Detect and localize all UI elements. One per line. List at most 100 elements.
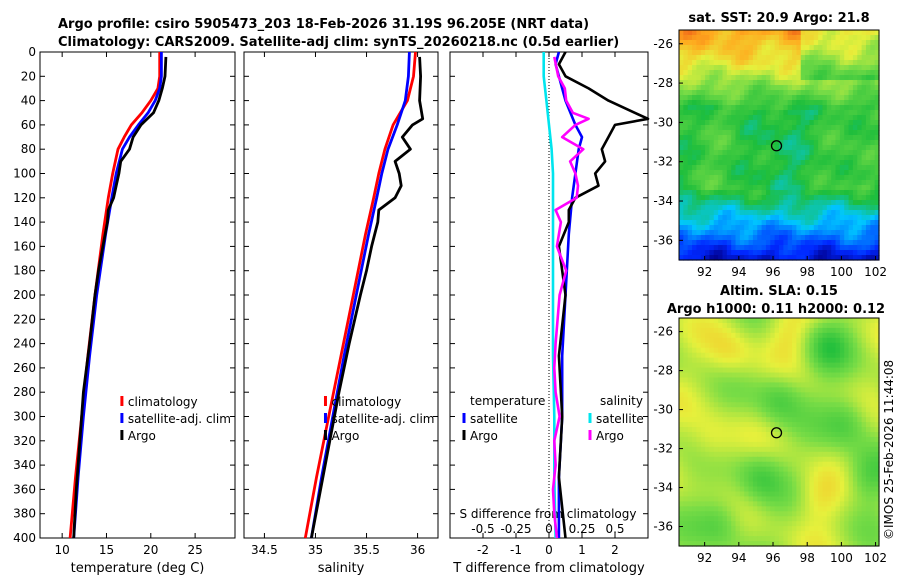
sst-cell <box>783 170 789 176</box>
sla-cell <box>718 476 724 483</box>
sla-cell <box>726 432 732 438</box>
sla-cell <box>813 387 819 393</box>
sst-cell <box>800 200 806 206</box>
sst-cell <box>700 55 706 61</box>
sst-cell <box>839 125 845 131</box>
sst-cell <box>700 70 706 76</box>
sst-cell <box>796 90 802 96</box>
sla-cell <box>870 352 876 359</box>
sst-cell <box>844 135 850 141</box>
sst-cell <box>709 180 715 186</box>
sst-cell <box>731 125 737 131</box>
sst-cell <box>700 195 706 201</box>
sst-cell <box>765 65 771 71</box>
sst-cell <box>813 215 819 221</box>
sla-cell <box>722 327 728 334</box>
sst-cell <box>744 180 750 186</box>
sst-cell <box>679 160 684 166</box>
sla-cell <box>844 318 850 324</box>
sst-cell <box>765 250 771 256</box>
sst-cell <box>726 85 732 91</box>
sst-cell <box>718 150 724 156</box>
sst-cell <box>865 165 871 171</box>
sla-cell <box>709 357 715 364</box>
sla-cell <box>822 501 828 507</box>
sst-cell <box>744 215 750 221</box>
sla-cell <box>844 347 850 354</box>
sla-cell <box>813 422 819 428</box>
sst-cell <box>826 225 832 231</box>
sla-cell <box>757 501 763 507</box>
sla-cell <box>700 496 706 502</box>
sst-cell <box>874 50 880 56</box>
depth-tick-label: 220 <box>13 312 36 326</box>
sst-cell <box>844 160 850 166</box>
sst-cell <box>739 85 745 91</box>
difference-xtick-label: -2 <box>477 543 489 557</box>
sst-cell <box>731 50 737 56</box>
sst-cell <box>731 145 737 151</box>
sst-cell <box>787 75 793 81</box>
sla-cell <box>779 531 784 537</box>
sla-cell <box>779 327 784 334</box>
sla-cell <box>792 541 797 547</box>
sla-cell <box>696 402 702 408</box>
sla-cell <box>792 412 797 418</box>
sla-cell <box>857 372 863 379</box>
sla-cell <box>796 372 802 379</box>
sst-cell <box>839 75 845 81</box>
sla-cell <box>805 516 811 522</box>
sst-cell <box>844 170 850 176</box>
sla-cell <box>792 392 797 398</box>
sst-cell <box>831 220 837 226</box>
sla-cell <box>839 397 845 403</box>
sla-cell <box>705 397 711 403</box>
sst-cell <box>705 35 711 41</box>
sla-cell <box>787 531 793 537</box>
sst-cell <box>739 65 745 71</box>
sla-cell <box>774 332 780 339</box>
sla-cell <box>779 506 784 512</box>
sla-cell <box>718 367 724 374</box>
sla-cell <box>752 362 758 369</box>
sla-cell <box>713 491 719 498</box>
sla-cell <box>774 491 780 498</box>
sla-cell <box>744 521 750 527</box>
sst-cell <box>805 195 811 201</box>
sst-cell <box>805 55 811 61</box>
sst-cell <box>683 60 689 66</box>
sst-cell <box>709 165 715 171</box>
sst-cell <box>813 230 819 236</box>
sla-cell <box>779 496 784 502</box>
sla-cell <box>705 541 711 547</box>
sst-cell <box>857 190 863 196</box>
sla-cell <box>683 461 689 468</box>
sla-cell <box>870 387 876 393</box>
sst-cell <box>739 160 745 166</box>
sla-cell <box>696 436 702 443</box>
sst-cell <box>709 145 715 151</box>
sst-cell <box>813 120 819 126</box>
sst-cell <box>679 90 684 96</box>
sst-cell <box>683 150 689 156</box>
sst-cell <box>831 85 837 91</box>
sla-cell <box>874 377 880 384</box>
sla-cell <box>809 352 815 359</box>
sla-cell <box>705 362 711 369</box>
sla-cell <box>818 367 824 374</box>
sst-cell <box>692 220 697 226</box>
sla-cell <box>679 432 684 438</box>
sst-cell <box>848 135 854 141</box>
sla-cell <box>726 422 732 428</box>
sla-cell <box>852 342 858 349</box>
sla-cell <box>839 441 845 448</box>
sla-cell <box>831 352 837 359</box>
sla-cell <box>683 402 689 408</box>
sla-cell <box>839 461 845 468</box>
sla-cell <box>696 456 702 463</box>
sst-cell <box>726 250 732 256</box>
sst-cell <box>813 245 819 251</box>
sla-cell <box>874 486 880 493</box>
sla-cell <box>848 501 854 507</box>
sst-cell <box>709 155 715 161</box>
